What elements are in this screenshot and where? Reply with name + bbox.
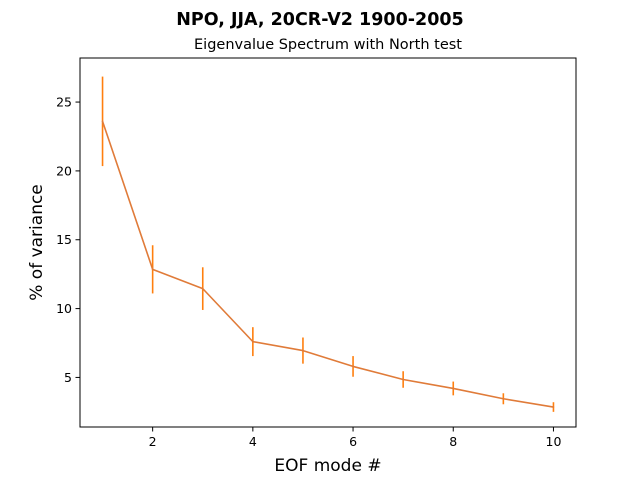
axes-frame xyxy=(79,57,577,428)
data-point xyxy=(502,397,505,400)
x-tick-label: 6 xyxy=(349,434,357,449)
data-point xyxy=(302,349,304,352)
y-tick-label: 15 xyxy=(56,232,72,247)
x-axis-label: EOF mode # xyxy=(274,456,381,476)
y-tick-label: 5 xyxy=(64,370,72,385)
data-point xyxy=(452,387,455,390)
series-line xyxy=(101,121,554,408)
y-axis-label: % of variance xyxy=(27,184,47,301)
x-tick-label: 4 xyxy=(249,434,257,449)
x-tick-label: 10 xyxy=(546,434,562,449)
plot-area xyxy=(101,76,555,412)
x-axis: 2 4 6 8 10 xyxy=(149,427,562,449)
data-point xyxy=(151,268,154,271)
data-point xyxy=(552,406,555,408)
data-point xyxy=(402,378,404,381)
y-tick-label: 10 xyxy=(56,301,72,316)
data-point xyxy=(201,287,204,290)
y-tick-label: 20 xyxy=(56,163,72,178)
data-point xyxy=(252,340,254,343)
chart-title: Eigenvalue Spectrum with North test xyxy=(194,37,462,53)
y-tick-label: 25 xyxy=(56,95,72,110)
x-tick-label: 2 xyxy=(149,434,157,449)
y-axis: 5 10 15 20 25 xyxy=(56,95,80,385)
data-point xyxy=(101,120,104,123)
data-point xyxy=(352,365,354,368)
x-tick-label: 8 xyxy=(449,434,457,449)
chart-suptitle: NPO, JJA, 20CR-V2 1900-2005 xyxy=(176,10,464,30)
